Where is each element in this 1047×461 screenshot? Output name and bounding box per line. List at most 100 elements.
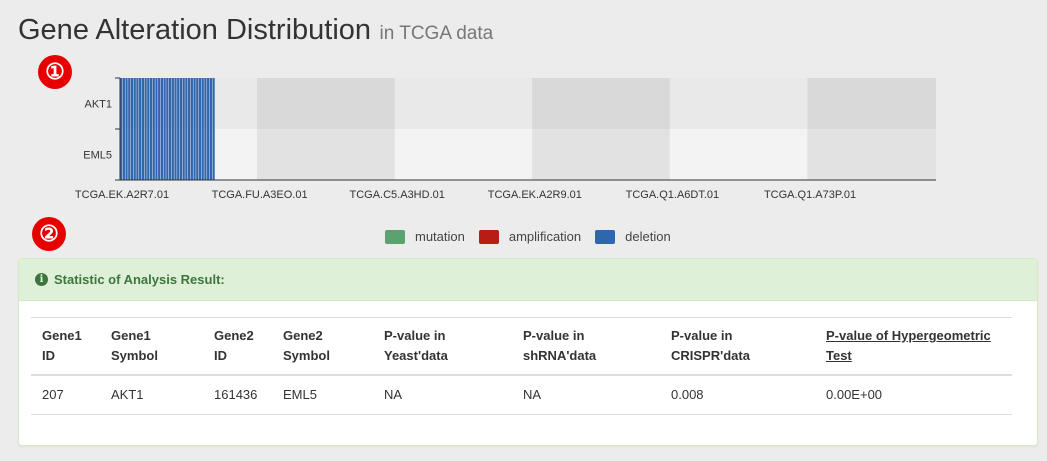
alteration-cell-eml5 — [163, 129, 166, 180]
alteration-cell-akt1 — [122, 78, 125, 129]
alteration-cell-eml5 — [174, 129, 177, 180]
alteration-cell-akt1 — [144, 78, 147, 129]
legend-label-deletion: deletion — [625, 229, 671, 244]
alteration-cell-akt1 — [182, 78, 185, 129]
title-main: Gene Alteration Distribution — [18, 14, 372, 46]
alteration-cell-eml5 — [177, 129, 180, 180]
alteration-cell-eml5 — [130, 129, 134, 180]
step-badge-2: ② — [32, 217, 66, 251]
alteration-cell-eml5 — [120, 129, 123, 180]
panel-heading-text: Statistic of Analysis Result: — [54, 272, 225, 287]
alteration-cell-eml5 — [155, 129, 158, 180]
alteration-cell-eml5 — [136, 129, 139, 180]
alteration-cell-eml5 — [196, 129, 199, 180]
legend-swatch-amplification — [478, 229, 499, 244]
alteration-cell-eml5 — [166, 129, 169, 180]
row-band — [532, 78, 670, 129]
alteration-cell-eml5 — [133, 129, 136, 180]
alteration-cell-akt1 — [171, 78, 174, 129]
alteration-cell-akt1 — [141, 78, 144, 129]
row-background — [120, 129, 936, 180]
alteration-cell-eml5 — [212, 129, 215, 180]
row-band — [257, 78, 395, 129]
alteration-cell-eml5 — [158, 129, 161, 180]
page-title: Gene Alteration Distribution in TCGA dat… — [18, 14, 493, 47]
alteration-cell-akt1 — [174, 78, 177, 129]
alteration-cell-akt1 — [158, 78, 161, 129]
cell-pvalue-crispr: 0.008 — [660, 375, 815, 415]
alteration-cell-eml5 — [204, 129, 207, 180]
alteration-cell-akt1 — [209, 78, 212, 129]
alteration-cell-eml5 — [149, 129, 153, 180]
legend-item-deletion[interactable]: deletion — [595, 229, 671, 244]
alteration-cell-akt1 — [163, 78, 166, 129]
alteration-cell-eml5 — [201, 129, 204, 180]
col-pvalue-hypergeometric[interactable]: P-value of Hypergeometric Test — [815, 317, 1012, 376]
col-pvalue-yeast: P-value in Yeast'data — [373, 317, 512, 376]
alteration-cell-akt1 — [147, 78, 150, 129]
alteration-cell-akt1 — [130, 78, 134, 129]
alteration-cell-akt1 — [168, 78, 172, 129]
alteration-cell-akt1 — [193, 78, 196, 129]
cell-pvalue-shrna: NA — [512, 375, 660, 415]
table-header-row: Gene1 ID Gene1 Symbol Gene2 ID Gene2 Symbol … — [31, 317, 1012, 376]
alteration-cell-eml5 — [144, 129, 147, 180]
alteration-cell-eml5 — [168, 129, 172, 180]
row-band — [532, 129, 670, 180]
row-band — [257, 129, 395, 180]
alteration-cell-eml5 — [182, 129, 185, 180]
legend-item-amplification[interactable]: amplification — [478, 229, 582, 244]
alteration-cell-akt1 — [212, 78, 215, 129]
alteration-cell-eml5 — [139, 129, 142, 180]
cell-gene1-id: 207 — [31, 375, 100, 415]
alteration-cell-eml5 — [193, 129, 196, 180]
x-tick-label: TCGA.EK.A2R7.01 — [75, 189, 169, 201]
alteration-cell-akt1 — [152, 78, 155, 129]
alteration-cell-akt1 — [198, 78, 202, 129]
gene-alteration-heatmap: AKT1 EML5 TCGA.EK.A2R7.01 TCGA.FU.A3EO.01 TC… — [75, 77, 936, 201]
y-tick-label-akt1: AKT1 — [84, 99, 112, 111]
legend-label-mutation: mutation — [415, 229, 465, 244]
alteration-cell-eml5 — [209, 129, 212, 180]
step-badge-1: ① — [38, 55, 72, 89]
alteration-cell-akt1 — [125, 78, 128, 129]
legend-swatch-deletion — [595, 229, 616, 244]
alteration-cell-eml5 — [125, 129, 128, 180]
alteration-cell-eml5 — [179, 129, 183, 180]
col-gene2-symbol: Gene2 Symbol — [272, 317, 373, 376]
alteration-cell-akt1 — [128, 78, 131, 129]
alteration-cell-eml5 — [185, 129, 188, 180]
x-tick-label: TCGA.Q1.A6DT.01 — [626, 189, 720, 201]
panel-heading: i Statistic of Analysis Result: — [19, 259, 1037, 301]
alteration-cell-akt1 — [133, 78, 136, 129]
legend-label-amplification: amplification — [508, 229, 582, 244]
alteration-cell-akt1 — [166, 78, 169, 129]
alteration-cell-akt1 — [207, 78, 210, 129]
alteration-cell-eml5 — [128, 129, 131, 180]
alteration-cell-akt1 — [185, 78, 188, 129]
row-background — [120, 78, 936, 129]
legend-item-mutation[interactable]: mutation — [385, 229, 465, 244]
alteration-cell-eml5 — [198, 129, 202, 180]
cell-gene1-symbol: AKT1 — [100, 375, 203, 415]
col-gene1-symbol: Gene1 Symbol — [100, 317, 203, 376]
alteration-cell-akt1 — [155, 78, 158, 129]
cell-gene2-id: 161436 — [203, 375, 272, 415]
alteration-cell-akt1 — [149, 78, 153, 129]
cell-gene2-symbol: EML5 — [272, 375, 373, 415]
col-gene1-id: Gene1 ID — [31, 317, 100, 376]
alteration-cell-eml5 — [152, 129, 155, 180]
x-tick-label: TCGA.Q1.A73P.01 — [764, 189, 856, 201]
x-tick-label: TCGA.C5.A3HD.01 — [350, 189, 445, 201]
legend-swatch-mutation — [385, 229, 405, 244]
alteration-cell-akt1 — [196, 78, 199, 129]
alteration-cell-eml5 — [122, 129, 125, 180]
y-tick-label-eml5: EML5 — [83, 150, 112, 162]
alteration-cell-akt1 — [120, 78, 123, 129]
alteration-cell-eml5 — [171, 129, 174, 180]
alteration-cell-akt1 — [201, 78, 204, 129]
alteration-cell-akt1 — [179, 78, 183, 129]
alteration-cell-akt1 — [204, 78, 207, 129]
col-pvalue-crispr: P-value in CRISPR'data — [660, 317, 815, 376]
alteration-cell-akt1 — [139, 78, 142, 129]
